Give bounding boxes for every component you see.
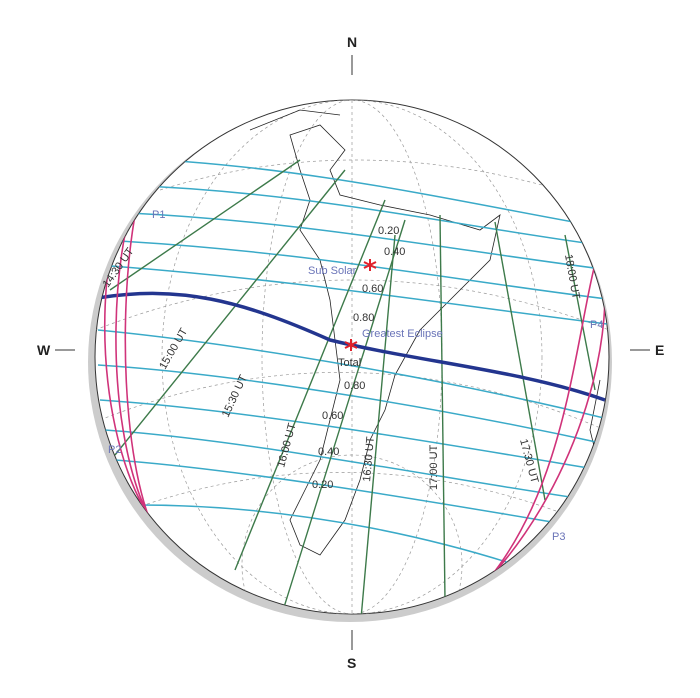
magnitude-label-north: 0.80 [353, 312, 374, 324]
greatest-eclipse-marker-icon [344, 339, 358, 351]
total-label: Total [338, 357, 361, 369]
magnitude-line [97, 329, 609, 421]
magnitude-label-north: 0.60 [362, 283, 383, 295]
magnitude-line [97, 264, 609, 326]
south-label: S [347, 655, 356, 671]
contact-label: P1 [152, 209, 165, 221]
magnitude-line [114, 459, 571, 526]
time-line [564, 234, 596, 391]
time-line [359, 234, 396, 614]
magnitude-line [99, 399, 601, 471]
time-line [279, 219, 406, 614]
magnitude-line [107, 211, 609, 271]
magnitude-line [97, 364, 609, 446]
time-line [109, 159, 301, 291]
greatest-eclipse-label: Greatest Eclipse [362, 328, 443, 340]
time-label: 16:30 UT [361, 436, 377, 482]
sub-solar-label: Sub Solar [308, 265, 357, 277]
magnitude-label-north: 0.20 [378, 225, 399, 237]
contact-label: P2 [108, 444, 121, 456]
time-line [234, 199, 386, 571]
time-line [494, 221, 546, 501]
central-eclipse-path [96, 291, 606, 402]
time-label: 17:00 UT [428, 444, 440, 490]
magnitude-label-north: 0.40 [384, 246, 405, 258]
continent-outline [249, 109, 609, 556]
contact-label: P3 [552, 531, 565, 543]
sub-solar-marker-icon [363, 259, 377, 271]
magnitude-label-south: 0.80 [344, 380, 365, 392]
magnitude-line [124, 157, 591, 226]
contact-label: P4 [590, 319, 603, 331]
magnitude-label-south: 0.40 [318, 446, 339, 458]
east-label: E [655, 342, 664, 358]
time-line [439, 214, 446, 601]
north-label: N [347, 34, 357, 50]
magnitude-line [104, 429, 591, 501]
magnitude-line [114, 184, 601, 246]
time-line [114, 169, 346, 456]
magnitude-label-south: 0.60 [322, 410, 343, 422]
west-label: W [37, 342, 51, 358]
magnitude-label-south: 0.20 [312, 479, 333, 491]
